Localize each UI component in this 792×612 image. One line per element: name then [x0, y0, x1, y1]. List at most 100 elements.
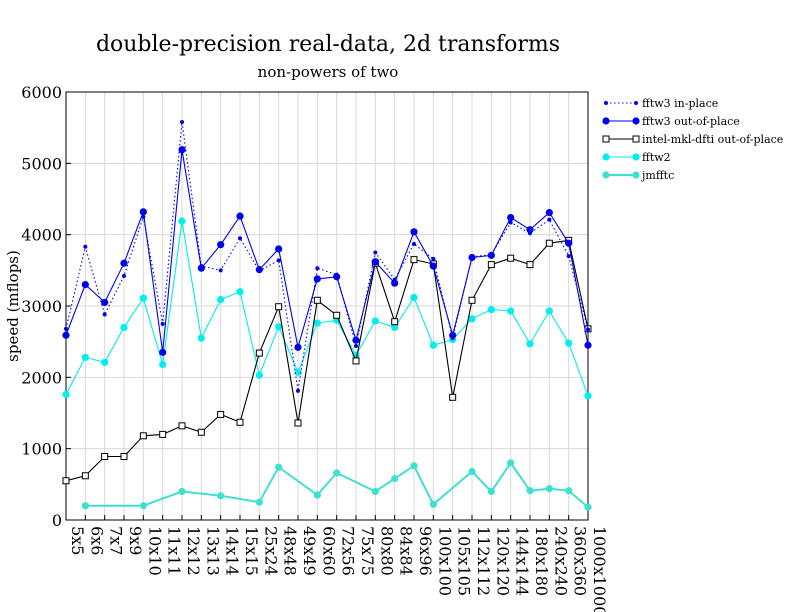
- legend-item: intel-mkl-dfti out-of-place: [602, 133, 783, 146]
- legend-label: fftw3 in-place: [642, 97, 718, 110]
- data-point: [526, 340, 534, 348]
- data-point: [178, 422, 186, 430]
- x-tick-label: 7x7: [107, 526, 126, 555]
- x-tick-label: 14x14: [223, 526, 242, 576]
- series-fftw3-in-place: [64, 119, 590, 393]
- series-fftw2: [62, 217, 592, 400]
- data-point: [122, 274, 126, 279]
- data-point: [410, 462, 418, 470]
- x-tick-label: 13x13: [203, 526, 222, 576]
- data-point: [584, 341, 592, 349]
- data-point: [120, 259, 128, 267]
- chart-title: double-precision real-data, 2d transform…: [96, 32, 560, 57]
- legend-marker: [604, 101, 608, 105]
- data-point: [159, 360, 167, 369]
- x-tick-label: 9x9: [126, 526, 145, 555]
- data-point: [255, 498, 263, 506]
- data-point: [470, 254, 474, 259]
- data-point: [62, 477, 70, 485]
- data-point: [294, 368, 302, 376]
- legend-item: fftw2: [602, 151, 671, 164]
- data-point: [217, 295, 225, 304]
- data-point: [139, 208, 147, 216]
- data-point: [565, 339, 573, 347]
- data-point: [565, 487, 573, 495]
- data-point: [371, 487, 379, 496]
- data-point: [197, 334, 205, 342]
- data-point: [313, 319, 321, 327]
- data-point: [468, 315, 476, 323]
- data-point: [487, 305, 495, 314]
- data-point: [487, 261, 495, 269]
- data-point: [410, 256, 418, 264]
- data-point: [352, 357, 360, 365]
- y-axis-label: speed (mflops): [4, 250, 22, 362]
- data-point: [545, 239, 553, 247]
- series-jmfftc: [81, 459, 592, 511]
- data-point: [354, 343, 358, 348]
- x-tick-label: 96x96: [416, 526, 435, 576]
- data-point: [431, 256, 436, 261]
- data-point: [528, 231, 532, 236]
- data-point: [296, 388, 300, 393]
- legend-marker: [632, 171, 640, 179]
- data-point: [294, 343, 302, 351]
- data-point: [120, 453, 128, 461]
- data-point: [508, 220, 513, 225]
- data-point: [333, 469, 341, 477]
- x-tick-label: 49x49: [300, 526, 319, 576]
- x-tick-label: 360x360: [571, 526, 590, 596]
- data-point: [507, 254, 515, 262]
- data-point: [180, 119, 184, 124]
- x-tick-label: 5x5: [68, 526, 87, 555]
- data-point: [586, 327, 590, 332]
- data-point: [315, 266, 320, 271]
- x-tick-label: 12x12: [184, 526, 203, 576]
- data-point: [391, 323, 399, 331]
- x-tick-label: 105x105: [455, 526, 474, 596]
- x-axis-ticks: 5x5 6x6 7x7 9x9 10x10 11x11 12x12 13x13 14x14 15x…: [65, 515, 609, 612]
- x-tick-label: 15x15: [242, 526, 261, 576]
- data-point: [392, 277, 397, 282]
- legend-marker: [602, 153, 610, 161]
- data-point: [410, 228, 418, 236]
- data-point: [62, 331, 70, 339]
- legend-item: jmfftc: [602, 169, 674, 182]
- x-tick-label: 25x24: [261, 526, 280, 576]
- y-tick-label: 2000: [21, 368, 62, 387]
- legend-label: jmfftc: [640, 169, 674, 182]
- chart-subtitle: non-powers of two: [258, 63, 399, 81]
- data-point: [217, 410, 225, 418]
- data-point: [391, 475, 399, 483]
- series-line: [65, 239, 589, 482]
- legend-label: fftw3 out-of-place: [642, 115, 740, 128]
- data-point: [468, 467, 476, 476]
- x-tick-label: 75x75: [358, 526, 377, 576]
- series-line: [65, 121, 589, 391]
- data-point: [313, 491, 321, 499]
- data-point: [450, 336, 455, 341]
- data-point: [275, 323, 283, 331]
- x-tick-label: 144x144: [513, 526, 532, 596]
- data-point: [545, 485, 553, 493]
- data-point: [81, 472, 89, 480]
- data-point: [197, 428, 205, 436]
- data-point: [139, 432, 147, 440]
- legend-item: fftw3 out-of-place: [602, 115, 740, 128]
- x-tick-label: 240x240: [551, 526, 570, 596]
- data-point: [334, 272, 339, 277]
- data-point: [487, 487, 495, 496]
- legend-marker: [602, 117, 610, 125]
- data-point: [507, 213, 515, 222]
- data-point: [584, 392, 592, 400]
- data-point: [139, 502, 147, 510]
- series-fftw3-out-of-place: [62, 146, 592, 356]
- y-tick-label: 3000: [21, 297, 62, 316]
- x-tick-label: 180x180: [532, 526, 551, 596]
- x-tick-label: 1000x1000: [590, 526, 609, 612]
- x-tick-label: 112x112: [474, 526, 493, 596]
- data-point: [584, 503, 592, 511]
- data-point: [391, 318, 399, 326]
- data-point: [83, 244, 88, 249]
